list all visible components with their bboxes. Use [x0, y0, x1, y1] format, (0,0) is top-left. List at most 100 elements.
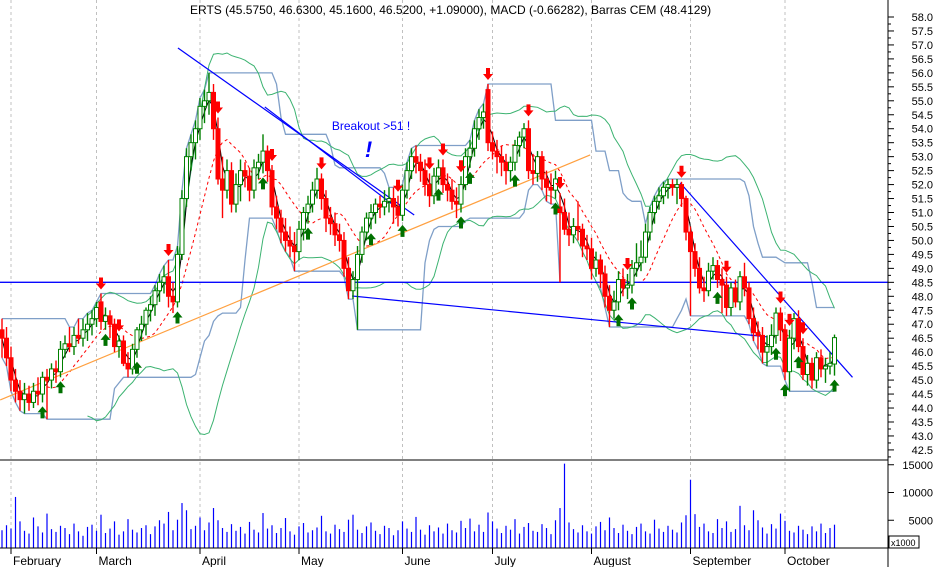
- candle-body: [616, 279, 621, 303]
- candle-body: [206, 91, 212, 102]
- buy-arrow-icon: [433, 188, 444, 201]
- candle-body: [332, 223, 338, 236]
- buy-arrow-icon: [793, 356, 804, 369]
- candle-body: [625, 284, 630, 289]
- y-tick-label: 44.0: [912, 403, 933, 415]
- candle-body: [359, 231, 365, 255]
- channel-lower-line: [1, 183, 835, 420]
- candle-body: [494, 150, 500, 158]
- candle-body: [710, 265, 716, 272]
- volume-unit-label: x1000: [891, 538, 916, 548]
- candle-body: [382, 200, 387, 208]
- candle-body: [701, 287, 707, 292]
- candle-body: [413, 156, 419, 163]
- candle-body: [152, 290, 158, 306]
- candle-body: [296, 228, 302, 253]
- y-tick-label: 55.0: [912, 96, 933, 108]
- sell-arrow-icon: [393, 179, 403, 192]
- candle-body: [445, 184, 450, 191]
- candle-body: [157, 281, 162, 292]
- candle-body: [787, 337, 792, 373]
- candle-body: [778, 312, 783, 331]
- volume-tick-label: 5000: [909, 515, 933, 527]
- sell-arrow-icon: [775, 291, 786, 304]
- candle-body: [391, 198, 396, 208]
- candle-body: [8, 357, 14, 381]
- candle-body: [485, 89, 491, 144]
- y-tick-label: 56.0: [912, 68, 933, 80]
- candle-body: [764, 346, 770, 353]
- candle-body: [652, 200, 657, 214]
- candle-body: [706, 270, 711, 292]
- candle-body: [76, 334, 81, 339]
- buy-arrow-icon: [829, 379, 840, 392]
- candle-body: [148, 304, 153, 311]
- candle-body: [179, 198, 185, 255]
- sell-arrow-icon: [438, 143, 448, 156]
- candle-body: [125, 362, 131, 370]
- candle-body: [103, 315, 108, 322]
- sell-arrow-icon: [456, 160, 466, 173]
- candle-body: [292, 245, 297, 253]
- y-tick-label: 51.0: [912, 208, 933, 220]
- candle-body: [674, 184, 680, 188]
- candle-body: [575, 225, 581, 230]
- sell-arrow-icon: [555, 176, 565, 189]
- trendline: [264, 106, 405, 214]
- candle-body: [278, 217, 284, 233]
- candle-body: [449, 189, 455, 202]
- month-label: August: [594, 554, 632, 567]
- candle-body: [44, 376, 50, 381]
- candle-body: [418, 161, 423, 172]
- buy-arrow-icon: [172, 311, 183, 324]
- candle-body: [175, 253, 180, 303]
- buy-arrow-icon: [613, 314, 624, 327]
- buy-arrow-icon: [550, 202, 561, 215]
- buy-arrow-icon: [303, 227, 313, 240]
- candle-body: [692, 251, 698, 269]
- candle-body: [260, 150, 266, 163]
- sell-arrow-icon: [523, 104, 534, 117]
- candle-body: [130, 348, 135, 370]
- candle-body: [472, 128, 477, 149]
- candle-body: [755, 332, 761, 336]
- candle-body: [535, 156, 540, 174]
- candle-body: [256, 161, 261, 169]
- y-tick-label: 44.5: [912, 389, 933, 401]
- buy-arrow-icon: [132, 361, 142, 374]
- candle-body: [116, 340, 122, 348]
- y-tick-label: 54.0: [912, 124, 933, 136]
- candle-body: [598, 259, 603, 275]
- candle-body: [503, 161, 509, 172]
- month-label: April: [202, 554, 226, 567]
- candle-body: [85, 323, 90, 331]
- candle-body: [328, 217, 333, 225]
- candle-body: [211, 91, 216, 130]
- candle-body: [809, 362, 815, 381]
- candle-body: [773, 312, 779, 336]
- candle-body: [724, 284, 729, 308]
- candle-body: [220, 178, 225, 191]
- y-tick-label: 52.5: [912, 166, 933, 178]
- month-label: March: [99, 554, 132, 567]
- candle-body: [395, 206, 401, 216]
- candle-body: [139, 323, 144, 331]
- candle-body: [607, 295, 612, 311]
- trendline: [679, 182, 853, 378]
- candle-body: [188, 142, 194, 158]
- sell-arrow-icon: [267, 149, 277, 162]
- signals: [37, 68, 840, 419]
- candle-body: [0, 329, 5, 339]
- candle-body: [89, 318, 95, 325]
- candle-body: [251, 167, 257, 191]
- buy-arrow-icon: [100, 333, 111, 346]
- candle-body: [440, 167, 446, 186]
- y-tick-label: 45.0: [912, 375, 933, 387]
- candle-body: [17, 390, 23, 401]
- candle-body: [368, 212, 374, 219]
- candle-body: [521, 128, 527, 138]
- candle-body: [242, 170, 248, 177]
- candle-body: [656, 195, 662, 202]
- y-tick-label: 57.0: [912, 40, 933, 52]
- candle-body: [197, 105, 203, 130]
